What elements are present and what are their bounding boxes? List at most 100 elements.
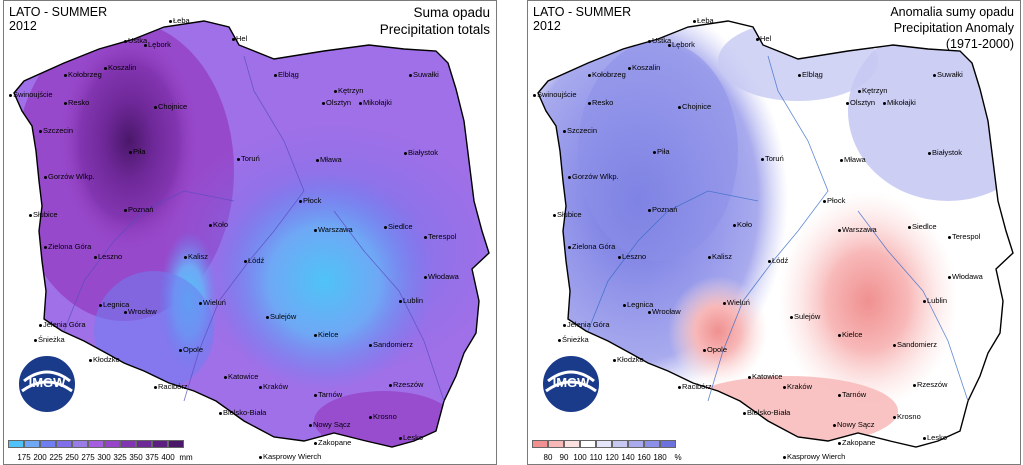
city-label: Łódź xyxy=(244,257,264,265)
legend-value: 350 xyxy=(129,453,143,462)
city-name: Olsztyn xyxy=(850,98,876,107)
city-name: Śnieżka xyxy=(562,335,589,344)
legend-value: 325 xyxy=(113,453,127,462)
city-label: Leszno xyxy=(618,253,646,261)
city-name: Lesko xyxy=(403,433,424,442)
city-label: Kasprowy Wierch xyxy=(259,453,321,461)
city-marker-icon xyxy=(64,73,67,77)
legend-value: 400 xyxy=(161,453,175,462)
city-name: Koło xyxy=(737,220,753,229)
city-label: Szczecin xyxy=(563,127,597,135)
city-marker-icon xyxy=(893,415,896,419)
city-label: Opole xyxy=(703,346,727,354)
legend-value: 200 xyxy=(33,453,47,462)
city-marker-icon xyxy=(783,455,786,459)
city-marker-icon xyxy=(129,150,132,154)
city-label: Elbląg xyxy=(274,71,299,79)
city-name: Chojnice xyxy=(682,102,712,111)
city-marker-icon xyxy=(44,245,47,249)
city-name: Tarnów xyxy=(842,390,867,399)
legend-value: 250 xyxy=(65,453,79,462)
city-label: Bielsko-Biała xyxy=(743,409,790,417)
city-marker-icon xyxy=(404,151,407,155)
city-name: Leszno xyxy=(98,252,123,261)
city-name: Piła xyxy=(657,147,670,156)
city-marker-icon xyxy=(219,411,222,415)
city-label: Lesko xyxy=(399,434,423,442)
city-name: Kraków xyxy=(787,382,813,391)
city-label: Resko xyxy=(588,99,613,107)
legend-swatch xyxy=(24,440,40,448)
city-label: Suwałki xyxy=(933,71,963,79)
season-label: LATO - SUMMER xyxy=(533,5,632,19)
city-marker-icon xyxy=(913,383,916,387)
city-marker-icon xyxy=(244,259,247,263)
city-name: Zielona Góra xyxy=(572,242,616,251)
city-marker-icon xyxy=(553,213,556,217)
city-name: Ustka xyxy=(652,36,672,45)
city-name: Włodawa xyxy=(428,272,459,281)
city-marker-icon xyxy=(124,208,127,212)
city-name: Nowy Sącz xyxy=(313,420,351,429)
city-label: Łeba xyxy=(169,17,190,25)
city-label: Lębork xyxy=(668,41,695,49)
city-marker-icon xyxy=(334,89,337,93)
city-label: Kołobrzeg xyxy=(588,71,626,79)
city-name: Kielce xyxy=(318,330,339,339)
legend-swatch xyxy=(8,440,24,448)
legend-value: 90 xyxy=(559,453,569,462)
city-label: Ustka xyxy=(124,37,147,45)
city-label: Katowice xyxy=(748,373,782,381)
city-marker-icon xyxy=(154,385,157,389)
city-name: Lesko xyxy=(927,433,948,442)
city-label: Kasprowy Wierch xyxy=(783,453,845,461)
city-label: Racibórz xyxy=(678,383,712,391)
city-marker-icon xyxy=(369,343,372,347)
city-name: Zielona Góra xyxy=(48,242,92,251)
city-name: Gorzów Wlkp. xyxy=(48,172,95,181)
city-label: Białystok xyxy=(928,149,962,157)
legend-value: 100 xyxy=(573,453,587,462)
city-marker-icon xyxy=(783,385,786,389)
city-label: Krosno xyxy=(893,413,921,421)
city-marker-icon xyxy=(618,255,621,259)
legend-swatch xyxy=(628,440,644,448)
city-marker-icon xyxy=(838,441,841,445)
city-label: Śnieżka xyxy=(558,336,589,344)
city-label: Kętrzyn xyxy=(334,87,363,95)
legend-unit: % xyxy=(674,453,682,462)
city-label: Koszalin xyxy=(104,64,136,72)
legend-swatch xyxy=(548,440,564,448)
city-label: Rzeszów xyxy=(389,381,423,389)
city-name: Legnica xyxy=(627,300,654,309)
city-label: Wrocław xyxy=(648,308,681,316)
city-marker-icon xyxy=(169,19,172,23)
city-label: Sulejów xyxy=(266,313,296,321)
city-label: Olsztyn xyxy=(322,99,351,107)
city-marker-icon xyxy=(928,151,931,155)
city-name: Krosno xyxy=(897,412,921,421)
city-label: Kraków xyxy=(783,383,812,391)
city-name: Kętrzyn xyxy=(338,86,364,95)
legend-swatch xyxy=(564,440,580,448)
city-marker-icon xyxy=(790,315,793,319)
city-label: Nowy Sącz xyxy=(833,421,875,429)
map-title-pl: Suma opadu xyxy=(413,5,490,20)
city-label: Łeba xyxy=(693,17,714,25)
city-label: Lublin xyxy=(923,297,947,305)
legend-value: 140 xyxy=(621,453,635,462)
city-name: Rzeszów xyxy=(917,380,948,389)
city-label: Terespol xyxy=(948,233,980,241)
city-label: Łódź xyxy=(768,257,788,265)
city-name: Suwałki xyxy=(413,70,439,79)
city-marker-icon xyxy=(179,348,182,352)
city-name: Łeba xyxy=(173,16,190,25)
city-label: Szczecin xyxy=(39,127,73,135)
legend-value: 120 xyxy=(605,453,619,462)
city-marker-icon xyxy=(266,315,269,319)
city-label: Siedlce xyxy=(908,223,937,231)
city-name: Racibórz xyxy=(158,382,188,391)
city-label: Olsztyn xyxy=(846,99,875,107)
city-name: Kołobrzeg xyxy=(68,70,102,79)
city-marker-icon xyxy=(199,301,202,305)
